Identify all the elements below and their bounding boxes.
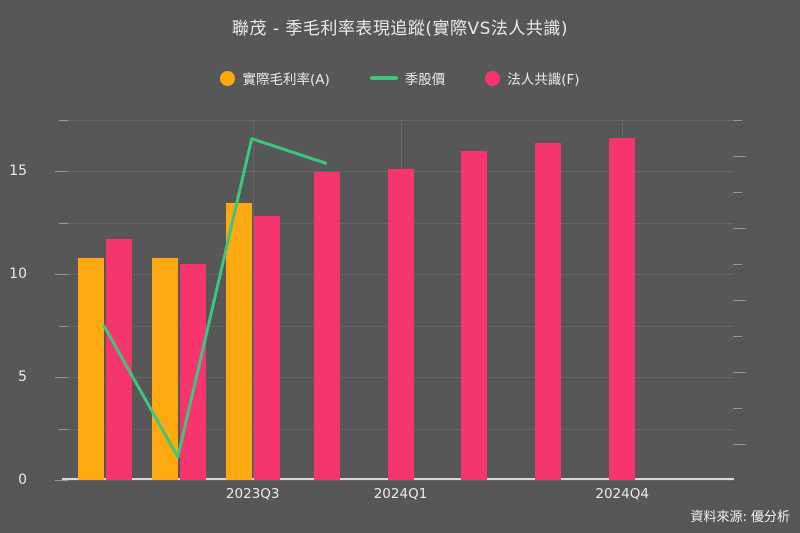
bar-consensus[interactable]: [105, 239, 132, 480]
bar-consensus[interactable]: [387, 169, 414, 480]
bar-actual-gross-margin[interactable]: [225, 203, 252, 480]
source-note: 資料來源: 優分析: [690, 510, 790, 525]
gridline-horizontal: [68, 480, 733, 481]
y-axis-right-tick: [733, 300, 746, 301]
line-series-stock-price: [102, 137, 328, 459]
y-axis-right-minor-tick: [733, 120, 742, 121]
legend-label-actual: 實際毛利率(A): [242, 72, 330, 88]
y-axis-left-minor-tick: [59, 222, 68, 224]
y-axis-right-minor-tick: [733, 264, 742, 265]
y-axis-right-tick: [733, 444, 746, 445]
bar-actual-gross-margin[interactable]: [77, 257, 104, 480]
y-axis-left-label: 10: [9, 266, 27, 283]
y-axis-left-minor-tick: [59, 428, 68, 430]
chart-title: 聯茂 - 季毛利率表現追蹤(實際VS法人共識): [231, 19, 569, 39]
bar-consensus[interactable]: [609, 137, 636, 480]
y-axis-right-tick: [733, 372, 746, 373]
bar-actual-gross-margin[interactable]: [151, 257, 178, 480]
gridline-horizontal: [68, 120, 733, 121]
legend-label-stock-price: 季股價: [404, 72, 446, 88]
legend-item-actual[interactable]: 實際毛利率(A): [220, 68, 330, 88]
bar-consensus[interactable]: [461, 150, 488, 480]
y-axis-right-minor-tick: [733, 336, 742, 337]
legend-dot-icon-actual: [220, 70, 236, 86]
y-axis-left-tick: [55, 274, 68, 276]
y-axis-left-tick: [55, 377, 68, 379]
y-axis-left-minor-tick: [59, 325, 68, 327]
y-axis-left-tick: [55, 171, 68, 173]
chart-legend: 實際毛利率(A) 季股價 法人共識(F): [0, 68, 800, 88]
bar-consensus[interactable]: [313, 172, 340, 480]
x-axis-label: 2024Q4: [595, 486, 649, 502]
bar-consensus[interactable]: [535, 142, 562, 480]
y-axis-right-tick: [733, 228, 746, 229]
y-axis-left-label: 0: [18, 472, 27, 488]
y-axis-right-minor-tick: [733, 408, 742, 409]
y-axis-right-minor-tick: [733, 192, 742, 193]
y-axis-left-tick: [55, 480, 68, 481]
y-axis-left-label: 15: [9, 163, 27, 180]
legend-item-stock-price[interactable]: 季股價: [369, 68, 446, 88]
x-axis-label: 2024Q1: [373, 486, 428, 502]
line-path-stock-price: [102, 137, 328, 459]
plot-area: 0510157075808590: [9, 120, 746, 488]
legend-dot-icon-consensus: [485, 70, 501, 86]
legend-label-consensus: 法人共識(F): [507, 72, 580, 88]
bar-consensus[interactable]: [253, 215, 280, 480]
gridline-vertical: [252, 120, 254, 480]
y-axis-left-minor-tick: [59, 120, 68, 121]
x-axis-label: 2023Q3: [225, 486, 280, 502]
y-axis-right-tick: [733, 156, 746, 157]
y-axis-left-label: 5: [18, 369, 27, 386]
bar-consensus[interactable]: [179, 264, 206, 480]
legend-item-consensus[interactable]: 法人共識(F): [485, 68, 580, 88]
legend-line-icon-stock-price: [369, 76, 398, 80]
